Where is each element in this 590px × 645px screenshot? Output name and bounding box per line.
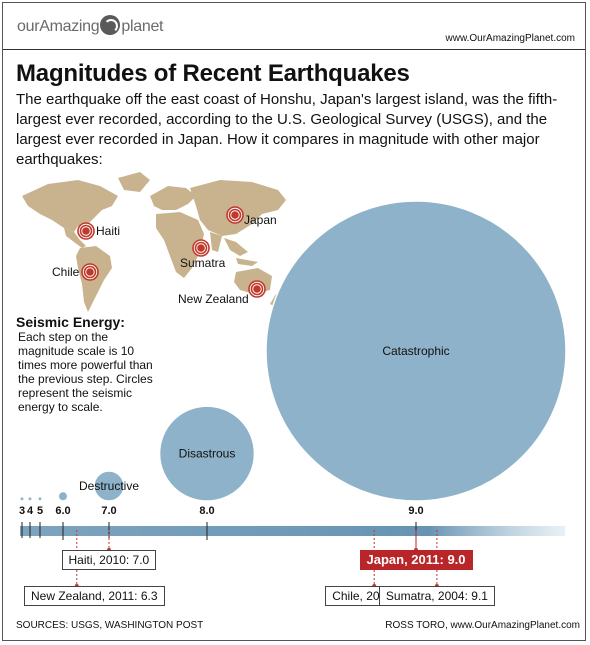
circle-label: Destructive [79,479,139,493]
header-bar: ourAmazing planet www.OurAmazingPlanet.co… [3,3,585,50]
tick-label: 3 [19,505,25,517]
landmass-indonesia [236,258,258,266]
intro-text: The earthquake off the east coast of Hon… [16,91,558,168]
circle-label: Catastrophic [382,344,449,358]
target-icon [77,222,95,240]
energy-circle [19,495,25,502]
logo-swirl-icon [100,15,121,35]
landmass-greenland [118,172,150,192]
energy-circle [93,470,125,502]
logo-text-part-1: ourAmazing [17,18,100,35]
target-icon [248,280,266,298]
landmass-north-america [22,180,118,232]
map-markers [77,206,266,298]
target-icon-ring [231,211,239,219]
energy-circle [158,405,256,502]
tick-label: 5 [37,505,43,517]
tick-label: 4 [27,505,34,517]
energy-circle [27,495,33,502]
tick-label: 6.0 [55,505,70,517]
magnitude-axis-bar [20,526,565,536]
target-icon-ring [253,285,261,293]
site-url[interactable]: www.OurAmazingPlanet.com [445,33,576,44]
page-title: Magnitudes of Recent Earthquakes [16,60,410,87]
credit-line: ROSS TORO, www.OurAmazingPlanet.com [385,620,580,631]
target-icon-ring [86,268,94,276]
landmass-africa [156,212,204,278]
landmass-europe [150,186,196,210]
tick-label: 8.0 [199,505,214,517]
logo-text-part-2: planet [121,18,164,35]
tick-label: 7.0 [101,505,116,517]
target-icon [226,206,244,224]
circle-label: Disastrous [179,447,236,461]
target-icon-ring [82,227,90,235]
energy-circle [57,490,69,502]
seismic-energy-description: Each step on the magnitude scale is 10 t… [18,330,153,414]
landmass-india [210,232,222,252]
energy-circle [265,200,567,502]
landmass-central-america [64,228,86,248]
event-callout: Japan, 2011: 9.0 [359,550,473,570]
map-label-sumatra: Sumatra [180,256,226,270]
site-logo[interactable]: ourAmazing planet [17,15,163,36]
energy-circle [37,495,43,502]
sources-line: SOURCES: USGS, WASHINGTON POST [16,620,204,631]
tick-label: 9.0 [408,505,423,517]
map-label-new-zealand: New Zealand [178,292,249,306]
event-callout: Sumatra, 2004: 9.1 [378,586,495,606]
energy-circles: Destructive Disastrous Catastrophic [19,200,567,502]
event-callout: New Zealand, 2011: 6.3 [24,586,165,606]
target-icon [192,239,210,257]
map-label-chile: Chile [52,265,80,279]
seismic-energy-title: Seismic Energy: [16,314,125,330]
landmass-southeast-asia [224,238,248,256]
map-label-japan: Japan [244,213,277,227]
map-label-haiti: Haiti [96,224,121,238]
event-callout: Haiti, 2010: 7.0 [61,550,157,570]
target-icon [81,263,99,281]
target-icon-ring [197,244,205,252]
